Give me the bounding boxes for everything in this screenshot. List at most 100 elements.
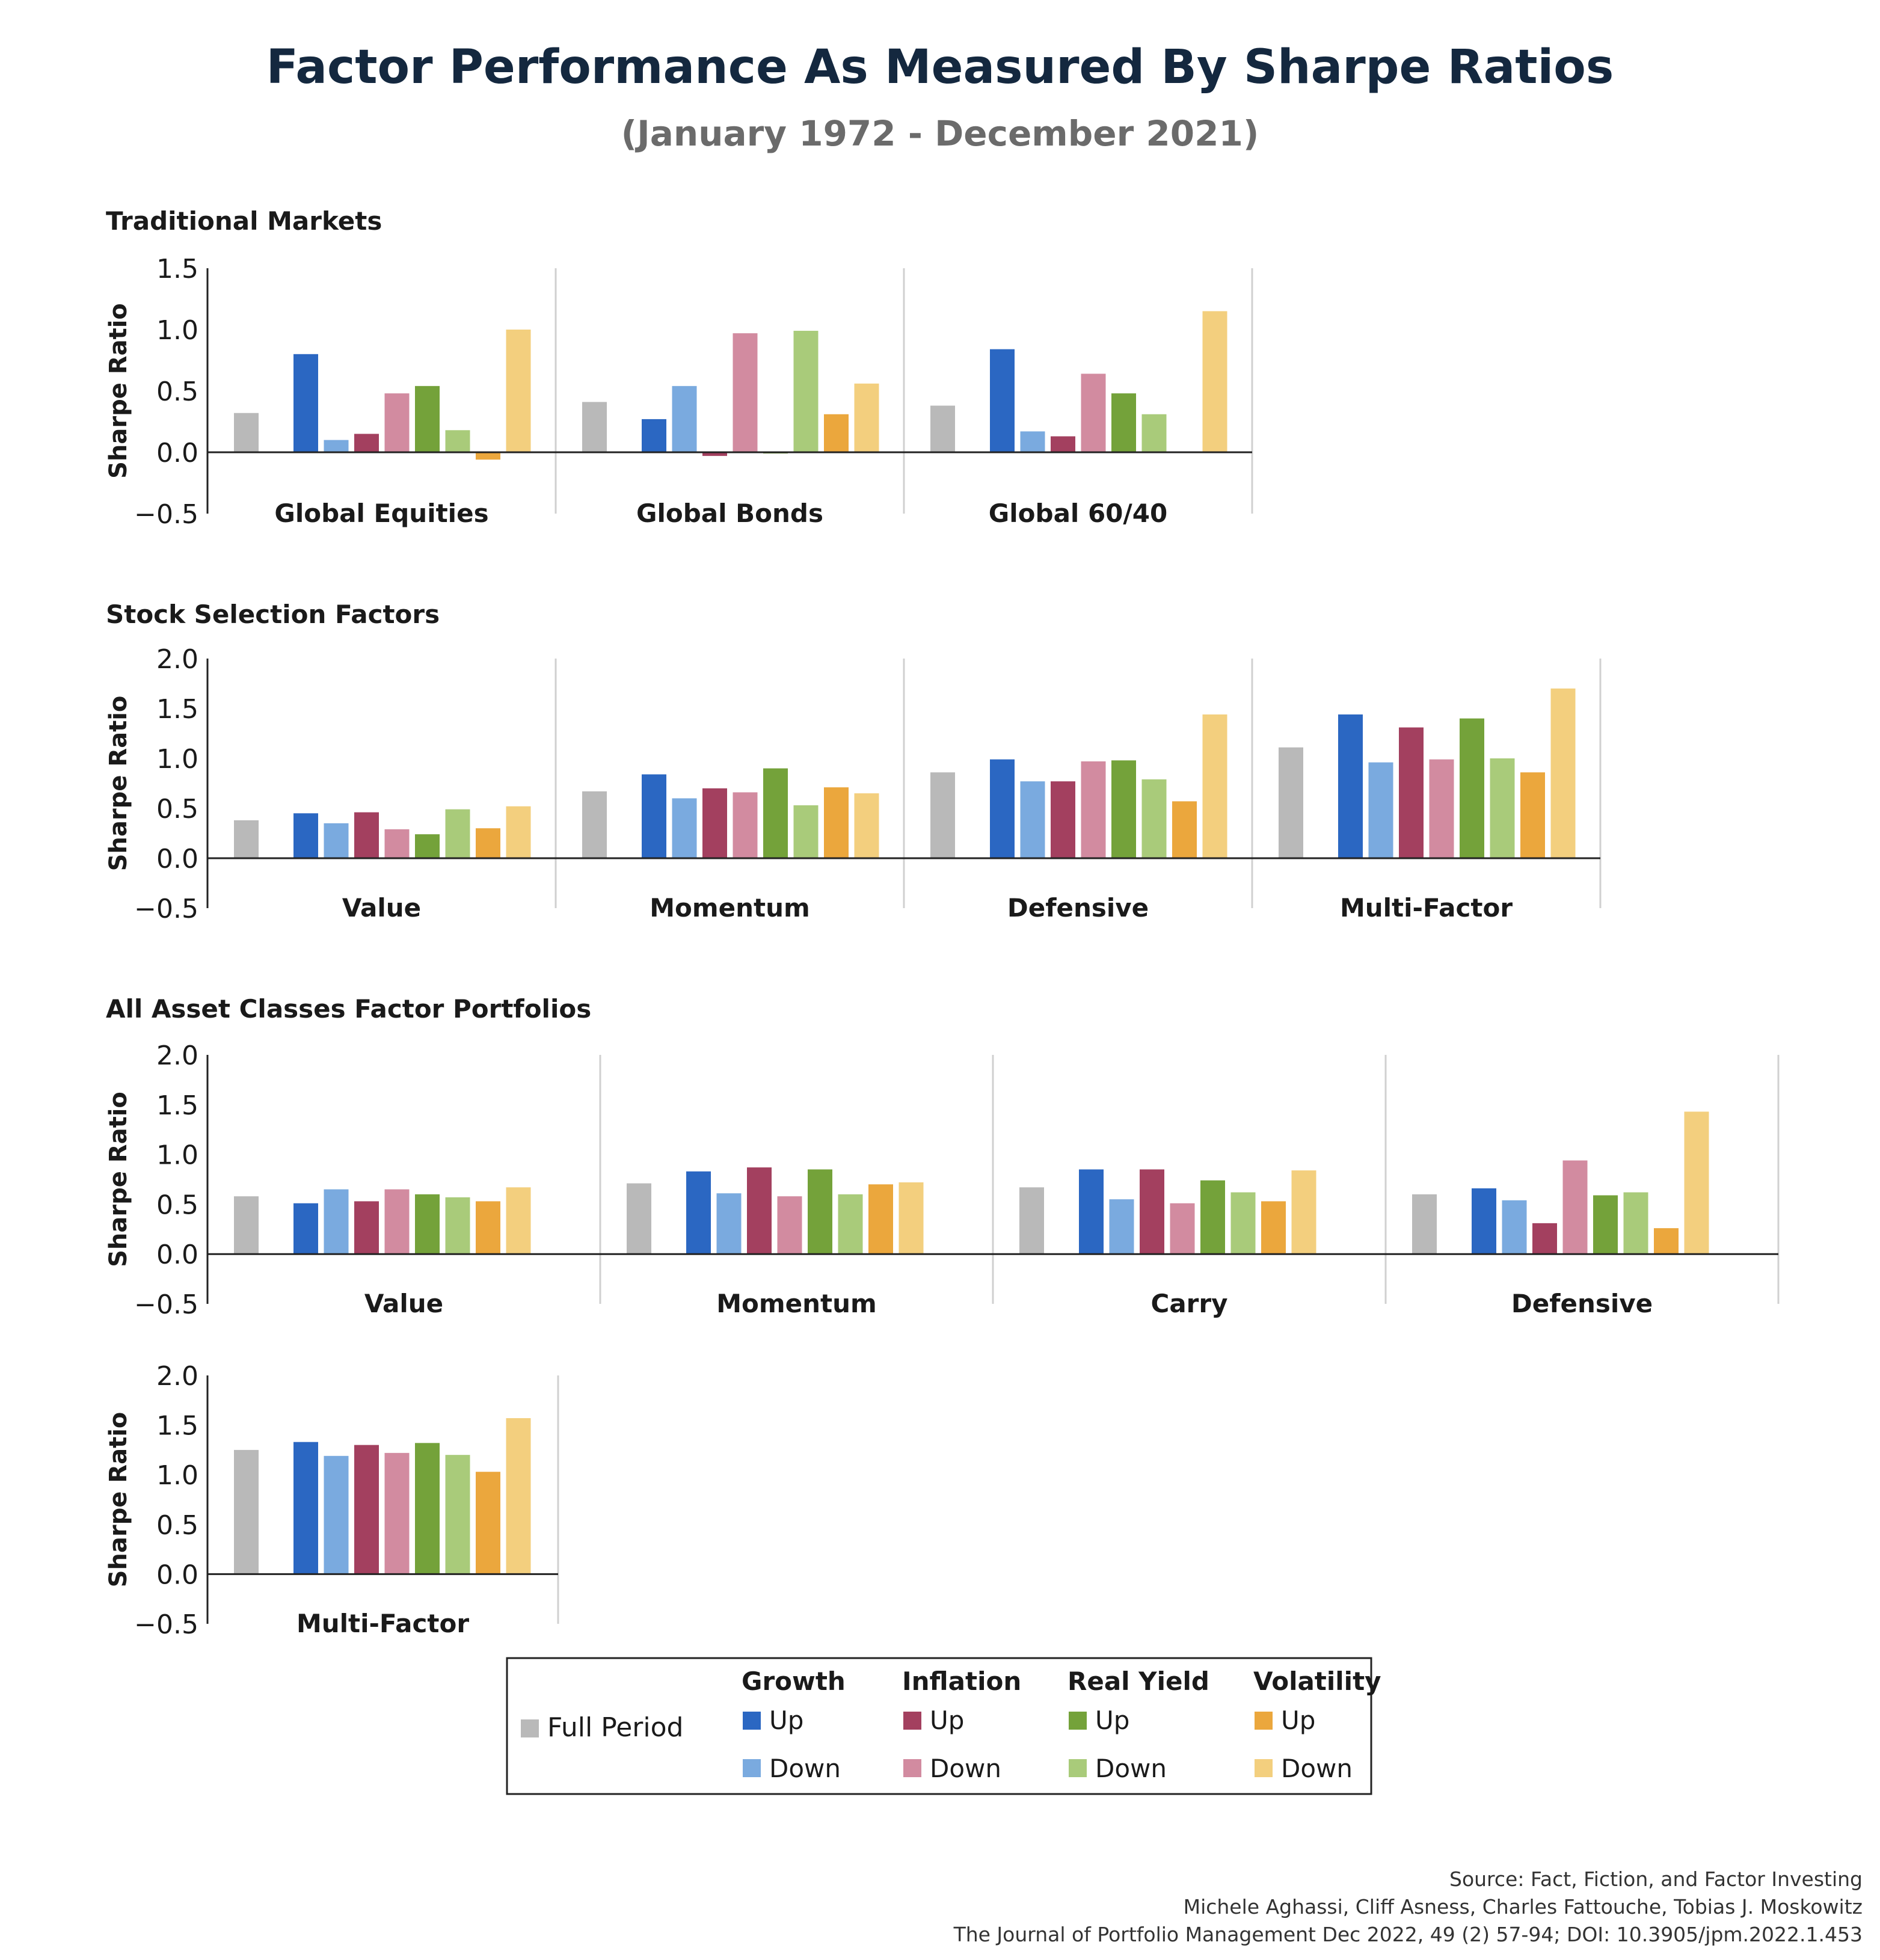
bar-momentum-growth-down (716, 1193, 742, 1255)
bar-carry-inflation-up (1140, 1169, 1164, 1255)
legend-heading-volatility: Volatility (1253, 1667, 1381, 1696)
y-tick-label: 0.0 (156, 1559, 198, 1590)
bar-global-60-40-vol-down (1202, 311, 1227, 452)
legend: Full Period Growth Up Down Inflation Up … (506, 1657, 1381, 1795)
category-label-global-60-40: Global 60/40 (989, 499, 1167, 528)
bar-global-equities-vol-down (506, 330, 531, 452)
legend-heading-growth: Growth (742, 1667, 846, 1696)
bar-global-equities-realyield-down (445, 430, 470, 452)
bar-momentum-inflation-down (733, 792, 758, 858)
legend-swatch-inflation-down (903, 1759, 921, 1777)
y-tick-label: −0.5 (134, 1609, 198, 1640)
legend-label-real-yield-down: Down (1095, 1754, 1167, 1783)
bar-momentum-full (582, 791, 607, 858)
category-label-defensive: Defensive (1007, 893, 1149, 923)
bar-multi-factor-growth-down (324, 1455, 349, 1574)
y-tick-label: −0.5 (134, 894, 198, 924)
bar-momentum-realyield-down (838, 1194, 863, 1255)
section-title: Traditional Markets (106, 206, 382, 236)
bar-global-bonds-growth-up (642, 419, 666, 452)
panel-3: All Asset Classes Factor Portfolios Sharp… (105, 994, 1780, 1320)
bar-momentum-full (627, 1183, 651, 1255)
bar-multi-factor-full (234, 1449, 259, 1574)
panel-1: Traditional Markets Sharpe Ratio 1.5 1.0 0.5… (105, 206, 1253, 530)
legend-label-volatility-up: Up (1281, 1706, 1315, 1735)
legend-swatch-real-yield-up (1069, 1712, 1087, 1730)
legend-heading-real-yield: Real Yield (1067, 1667, 1209, 1696)
bar-carry-vol-down (1291, 1170, 1316, 1255)
bar-momentum-inflation-down (777, 1196, 802, 1255)
bar-multi-factor-inflation-up (1399, 727, 1424, 858)
y-tick-label: −0.5 (134, 1289, 198, 1320)
y-axis-label: Sharpe Ratio (105, 303, 132, 479)
legend-label-full-period: Full Period (547, 1712, 683, 1743)
bar-value-growth-up (293, 1203, 318, 1255)
bar-value-inflation-up (354, 812, 379, 858)
bar-global-equities-realyield-up (415, 386, 440, 452)
legend-label-inflation-up: Up (930, 1706, 964, 1735)
y-tick-label: 0.5 (156, 376, 198, 407)
bar-momentum-growth-up (642, 774, 666, 858)
category-label-global-bonds: Global Bonds (636, 499, 823, 528)
category-label-value: Value (342, 893, 421, 923)
bar-value-inflation-up (354, 1201, 379, 1255)
bar-value-realyield-down (445, 1197, 470, 1255)
bar-global-60-40-realyield-up (1111, 393, 1136, 452)
category-label-multi-factor: Multi-Factor (1340, 893, 1513, 923)
bar-defensive-vol-up (1654, 1228, 1679, 1255)
y-tick-label: 1.0 (156, 1460, 198, 1491)
bar-multi-factor-inflation-down (1429, 759, 1454, 858)
bar-momentum-growth-down (672, 798, 697, 858)
legend-label-volatility-down: Down (1281, 1754, 1353, 1783)
bar-multi-factor-growth-down (1368, 762, 1393, 858)
bar-defensive-realyield-up (1111, 760, 1136, 858)
bar-carry-growth-down (1109, 1199, 1134, 1255)
bar-global-bonds-growth-down (672, 386, 697, 452)
bar-global-60-40-realyield-down (1141, 414, 1167, 452)
bar-global-equities-growth-down (324, 440, 349, 452)
bar-carry-full (1019, 1187, 1044, 1255)
bar-global-60-40-inflation-up (1051, 436, 1075, 452)
source-line-1: Source: Fact, Fiction, and Factor Invest… (1449, 1867, 1863, 1891)
y-axis-label: Sharpe Ratio (105, 1092, 132, 1267)
bar-multi-factor-growth-up (293, 1442, 318, 1574)
bar-carry-vol-up (1261, 1201, 1286, 1255)
bar-global-bonds-full (582, 402, 607, 452)
bar-multi-factor-realyield-down (1490, 758, 1515, 858)
bar-defensive-growth-down (1020, 781, 1045, 858)
bar-momentum-realyield-down (793, 805, 819, 858)
y-tick-label: 1.5 (156, 1090, 198, 1121)
bar-carry-realyield-up (1200, 1180, 1225, 1255)
y-tick-label: 1.0 (156, 315, 198, 346)
bar-global-equities-vol-up (476, 452, 500, 460)
bar-global-equities-inflation-up (354, 434, 379, 452)
legend-swatch-growth-up (743, 1712, 761, 1730)
bar-multi-factor-growth-up (1338, 714, 1363, 858)
y-tick-label: −0.5 (134, 499, 198, 530)
bar-global-60-40-full (930, 405, 955, 452)
legend-label-inflation-down: Down (930, 1754, 1001, 1783)
bar-multi-factor-inflation-up (354, 1445, 379, 1574)
bar-multi-factor-realyield-up (1460, 718, 1484, 858)
bar-multi-factor-vol-down (1550, 688, 1576, 858)
bar-defensive-vol-down (1202, 714, 1227, 858)
bar-global-bonds-vol-down (854, 383, 879, 452)
chart-title: Factor Performance As Measured By Sharpe… (266, 40, 1614, 94)
bar-multi-factor-vol-up (476, 1472, 500, 1574)
category-label-carry: Carry (1151, 1289, 1228, 1318)
bar-carry-realyield-down (1230, 1192, 1256, 1255)
bar-global-60-40-inflation-down (1081, 373, 1106, 452)
bar-momentum-vol-up (824, 787, 849, 858)
bar-defensive-realyield-down (1141, 779, 1167, 858)
chart-panels: Traditional Markets Sharpe Ratio 1.5 1.0 0.5… (105, 206, 1780, 1640)
bar-momentum-growth-up (686, 1171, 711, 1255)
bar-defensive-inflation-down (1081, 761, 1106, 858)
bar-multi-factor-realyield-down (445, 1455, 470, 1574)
panel-2: Stock Selection Factors Sharpe Ratio 2.0 1.… (105, 600, 1602, 924)
category-label-value: Value (364, 1289, 443, 1318)
bar-value-vol-down (506, 806, 531, 858)
bar-value-vol-up (476, 1201, 500, 1255)
bar-value-realyield-up (415, 1194, 440, 1255)
bar-value-vol-down (506, 1187, 531, 1255)
bar-global-equities-inflation-down (384, 393, 410, 452)
